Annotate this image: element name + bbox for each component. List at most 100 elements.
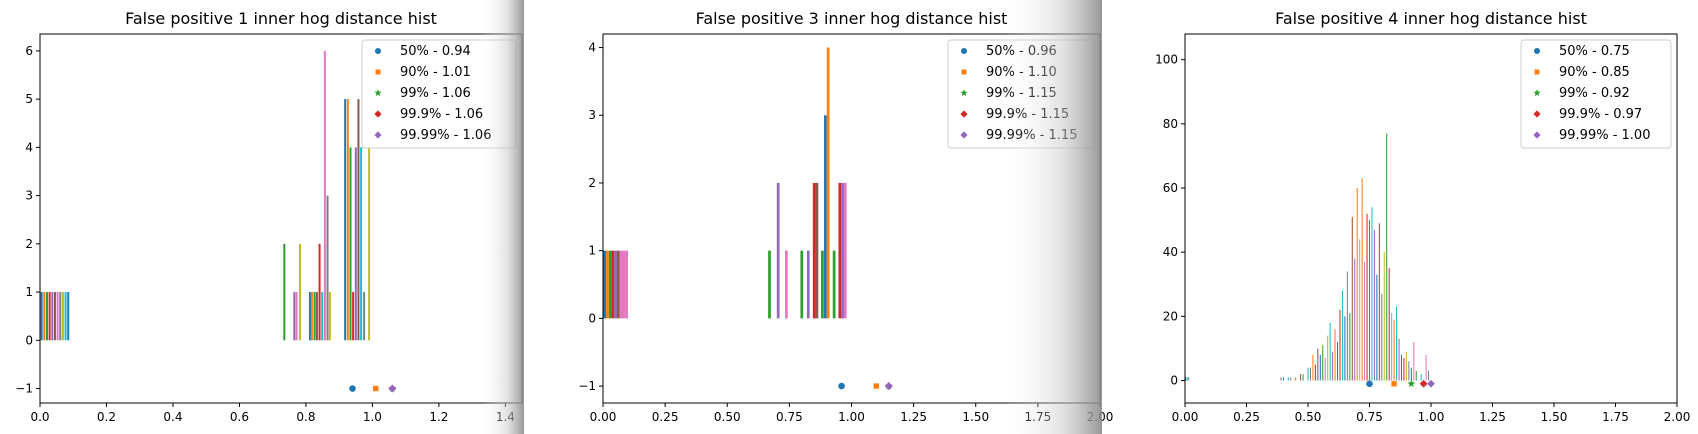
- histogram-bar: [1364, 261, 1366, 381]
- y-axis: −1 0 1 2 3 4: [578, 41, 603, 393]
- histogram-bar: [608, 250, 612, 319]
- chart-title: False positive 3 inner hog distance hist: [696, 9, 1008, 28]
- chart-panel-3: False positive 4 inner hog distance hist…: [1155, 9, 1690, 424]
- y-tick-label: 20: [1163, 309, 1178, 323]
- histogram-bar: [1393, 319, 1395, 381]
- percentile-marker: [1427, 379, 1435, 388]
- y-tick-label: 80: [1163, 117, 1178, 131]
- histogram-bar: [843, 182, 847, 319]
- histogram-bar: [617, 250, 620, 319]
- legend-marker: [1533, 89, 1541, 97]
- histogram-bar: [1413, 342, 1415, 381]
- histogram-bar: [315, 292, 318, 341]
- legend-marker: [1533, 110, 1541, 118]
- histogram-bar: [1405, 351, 1407, 381]
- histogram-bar: [1396, 306, 1398, 381]
- histogram-bar: [349, 147, 352, 341]
- histogram-bar: [1368, 220, 1371, 381]
- histogram-bar: [812, 182, 816, 319]
- percentile-marker: [884, 382, 893, 390]
- histogram-bar: [1324, 358, 1326, 381]
- histogram-bar: [611, 250, 615, 319]
- x-tick-label: 1.0: [363, 410, 382, 424]
- histogram-bar: [308, 292, 311, 341]
- histogram-bar: [1322, 345, 1324, 381]
- percentile-marker: [873, 383, 880, 389]
- legend-label: 99% - 1.06: [400, 86, 471, 101]
- histogram-bar: [310, 292, 313, 341]
- histogram-bar: [806, 250, 810, 319]
- histogram-bar: [40, 292, 43, 341]
- legend-entry: 90% - 1.01: [375, 65, 471, 80]
- x-tick-label: 1.50: [1541, 410, 1568, 424]
- x-tick-label: 0.50: [714, 410, 741, 424]
- histogram-bar: [1354, 258, 1356, 381]
- histogram-bar: [1378, 223, 1380, 381]
- histogram-bar: [800, 250, 804, 319]
- histogram-bar: [357, 99, 360, 341]
- histogram-bar: [1351, 216, 1353, 381]
- x-tick-label: 0.2: [97, 410, 116, 424]
- legend-marker: [1533, 131, 1541, 139]
- histogram-bar: [326, 195, 329, 341]
- histogram-bar: [1386, 133, 1388, 381]
- chart-panels: False positive 1 inner hog distance hist…: [15, 0, 1690, 434]
- y-axis: 0 20 40 60 80 100: [1155, 53, 1185, 388]
- histogram-bar: [321, 292, 324, 341]
- legend-label: 99.9% - 0.97: [1559, 107, 1642, 122]
- legend-entry: 99.99% - 1.00: [1533, 128, 1650, 143]
- histogram-bar: [768, 250, 771, 319]
- histogram-bar: [815, 182, 819, 319]
- histogram-bar: [1185, 377, 1187, 381]
- x-tick-label: 2.00: [1664, 410, 1691, 424]
- y-tick-label: 60: [1163, 181, 1178, 195]
- histogram-bar: [283, 243, 286, 341]
- histogram-bar: [56, 292, 59, 341]
- x-axis: 0.00.20.40.60.81.01.21.4: [30, 403, 515, 424]
- y-tick-label: 0: [588, 311, 596, 325]
- histogram-bar: [603, 250, 607, 319]
- legend-label: 90% - 1.01: [400, 65, 471, 80]
- legend-box: [1520, 39, 1672, 149]
- histogram-bar: [363, 292, 366, 341]
- percentile-marker: [349, 385, 356, 392]
- x-tick-label: 1.00: [838, 410, 865, 424]
- histogram-bar: [1295, 377, 1297, 381]
- y-tick-label: −1: [578, 379, 596, 393]
- histogram-bar: [1373, 229, 1375, 381]
- histogram-bar: [1371, 207, 1373, 381]
- y-tick-label: 2: [25, 237, 33, 251]
- histogram-bar: [51, 292, 54, 341]
- histogram-bar: [1420, 374, 1422, 381]
- histogram-bar: [1312, 354, 1314, 381]
- histogram-bar: [1346, 271, 1348, 381]
- legend-entry: 99.9% - 0.97: [1533, 107, 1642, 122]
- histogram-bar: [1403, 358, 1405, 381]
- histogram-bar: [1349, 313, 1351, 381]
- legend-marker: [960, 131, 968, 139]
- legend-entry: 50% - 0.75: [1533, 44, 1630, 59]
- histogram-bar: [368, 147, 371, 341]
- y-tick-label: 5: [25, 92, 33, 106]
- histogram-bar: [841, 182, 844, 319]
- x-tick-label: 0.25: [1233, 410, 1260, 424]
- y-tick-label: 6: [25, 44, 33, 58]
- legend-marker: [374, 47, 382, 55]
- legend-entry: 99.9% - 1.06: [374, 107, 483, 122]
- legend-marker: [960, 89, 968, 97]
- histogram-bar: [43, 292, 46, 341]
- histogram-bar: [1398, 338, 1400, 381]
- x-tick-label: 1.75: [1602, 410, 1629, 424]
- legend-marker: [374, 89, 382, 97]
- legend-entry: 50% - 0.94: [374, 44, 471, 59]
- percentile-marker: [838, 382, 845, 390]
- histogram-bar: [1314, 364, 1316, 381]
- histogram-bar: [293, 292, 296, 341]
- x-tick-label: 0.6: [230, 410, 249, 424]
- histogram-bar: [318, 243, 321, 341]
- legend-label: 90% - 0.85: [1559, 65, 1630, 80]
- histogram-bar: [1334, 329, 1336, 381]
- histogram-bar: [354, 147, 357, 341]
- histogram-bar: [1337, 342, 1339, 381]
- histogram-bar: [323, 50, 326, 341]
